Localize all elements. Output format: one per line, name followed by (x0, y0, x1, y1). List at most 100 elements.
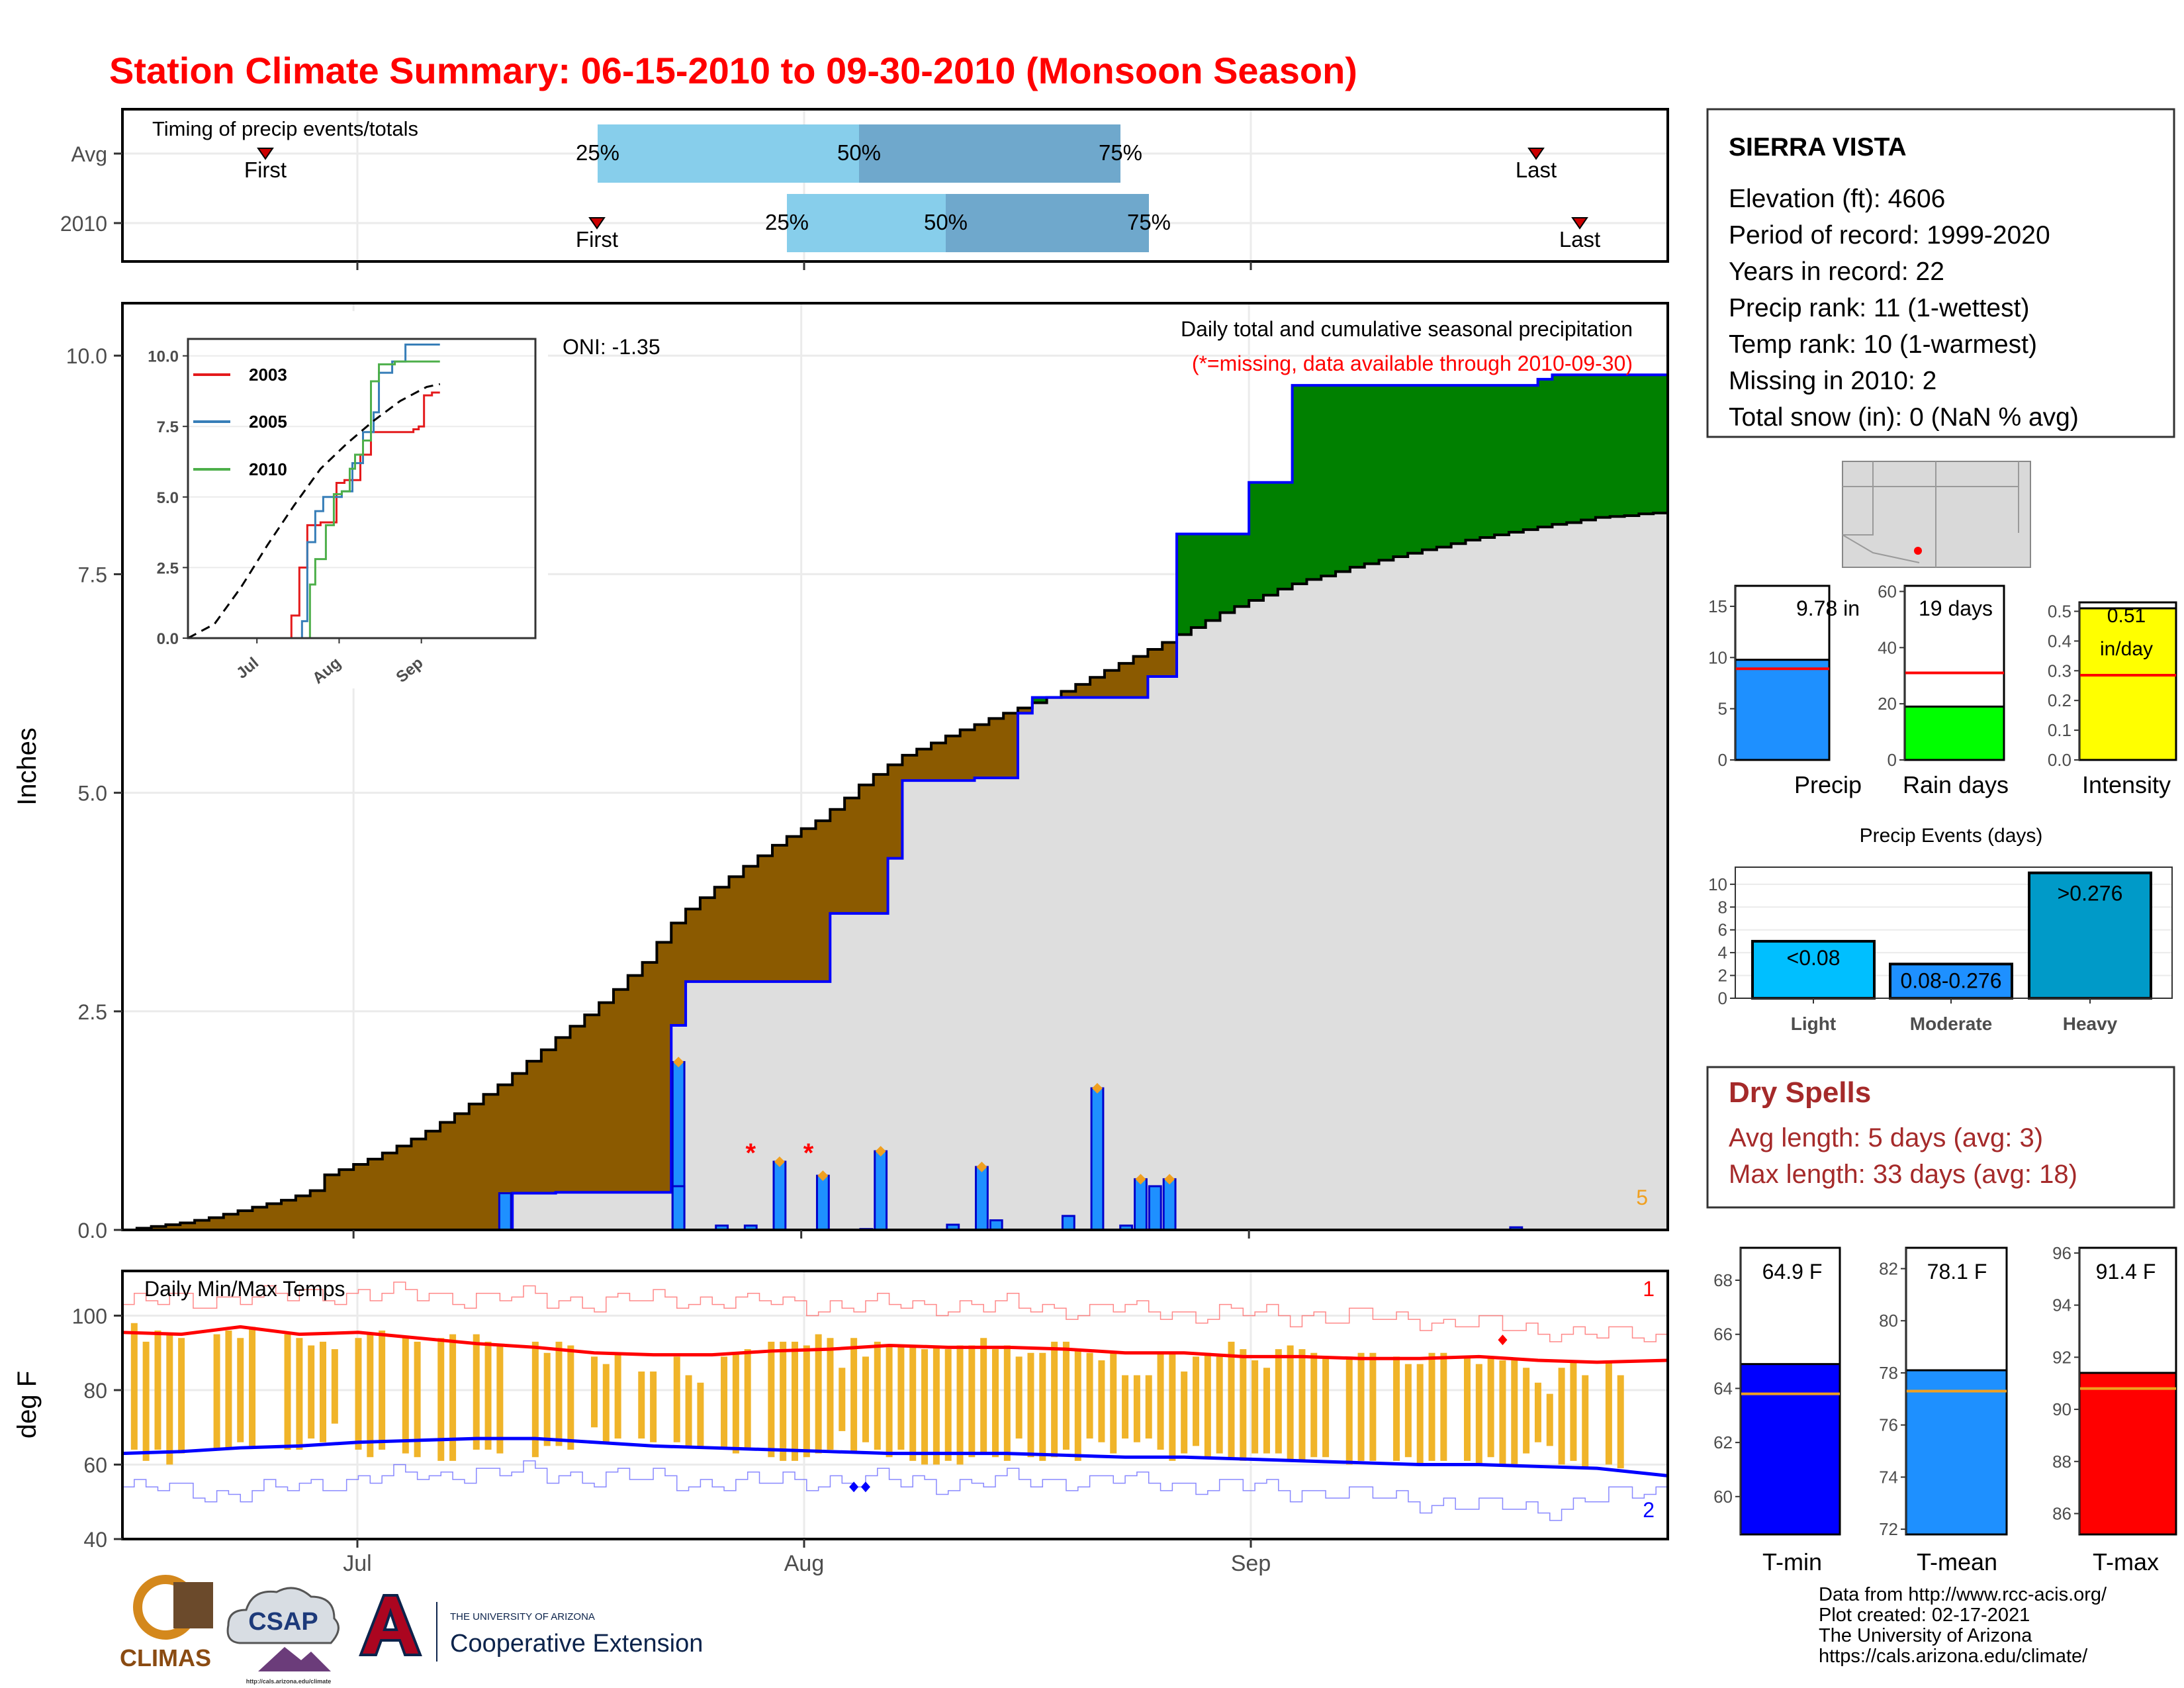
daily-precip-top-marker (1164, 1174, 1175, 1185)
daily-temp-range-bar (1193, 1356, 1200, 1446)
daily-temp-range-bar (1440, 1352, 1447, 1461)
station-period: Period of record: 1999-2020 (1729, 221, 2050, 250)
record-markers (849, 1335, 1508, 1493)
daily-temp-range-bar (1074, 1349, 1081, 1461)
daily-temp-range-bar (1204, 1352, 1211, 1458)
seasonal-bar-charts: 0 5 10 15 0 20 40 60 0.0 0.1 0.2 0.3 0.4 0.5 Precip 9.7… (1708, 581, 2177, 798)
daily-temp-range-bar (1181, 1371, 1188, 1454)
inset-legend: 2003 2005 2010 (193, 365, 287, 479)
inset-gridlines (188, 355, 535, 569)
daily-temp-range-bar (1169, 1352, 1176, 1461)
rain-days-mini-bar (1903, 705, 2005, 761)
daily-temp-range-bar (531, 1341, 539, 1458)
station-name: SIERRA VISTA (1729, 133, 1907, 162)
daily-temp-range-bar (213, 1334, 220, 1450)
temp-y-tick-label: 40 (83, 1528, 107, 1552)
precip-mini-tick-label: 5 (1718, 699, 1727, 719)
station-precip-rank: Precip rank: 11 (1-wettest) (1729, 294, 2029, 322)
daily-temp-range-bar (1122, 1375, 1129, 1439)
station-elevation: Elevation (ft): 4606 (1729, 185, 1945, 213)
daily-temp-range-bar (355, 1338, 362, 1450)
daily-precip-bars (498, 1056, 1524, 1231)
precip-mini-bar (1734, 659, 1831, 761)
precip-mini-tick-label: 15 (1708, 596, 1727, 616)
events-bar-light (1751, 939, 1876, 1000)
daily-precip-bar (1090, 1087, 1105, 1231)
daily-temp-range-bar (1357, 1352, 1365, 1461)
daily-precip-top-marker (875, 1146, 886, 1157)
events-title: Precip Events (days) (1860, 825, 2043, 847)
daily-temp-range-bar (1039, 1352, 1046, 1461)
daily-temp-range-bar (1570, 1360, 1577, 1461)
timing-panel: Timing of precip events/totals 25% 50% 7… (60, 108, 1669, 270)
temperature-bar-charts: 60 62 64 66 68 72 74 76 78 80 82 86 88 90 92 94 96 T-min 6… (1713, 1243, 2177, 1575)
tmin-bar-value: 64.9 F (1762, 1260, 1823, 1284)
precip-y-tick-label: 0.0 (78, 1219, 107, 1243)
events-tick-label: 4 (1718, 943, 1727, 962)
dry-spells-title: Dry Spells (1729, 1076, 1871, 1109)
station-missing: Missing in 2010: 2 (1729, 367, 1936, 395)
daily-temp-range-bar (449, 1334, 457, 1461)
legend-2003-label: 2003 (249, 365, 287, 385)
daily-temp-range-bar (1463, 1356, 1471, 1461)
events-tick-label: 8 (1718, 897, 1727, 917)
tmean-mini-tick-label: 82 (1879, 1258, 1898, 1278)
dry-spells-max: Max length: 33 days (avg: 18) (1729, 1160, 2077, 1189)
map-state-borders (1842, 461, 2019, 567)
daily-temp-range-bar (130, 1323, 138, 1450)
daily-precip-bar (815, 1174, 830, 1231)
daily-temp-range-bar (1310, 1352, 1318, 1458)
daily-temp-range-bar (886, 1345, 893, 1458)
climas-logo: CLIMAS (120, 1575, 213, 1671)
daily-precip-top-marker (817, 1170, 829, 1182)
daily-precip-top-marker (1135, 1174, 1146, 1185)
precip-y-tick-label: 7.5 (78, 563, 107, 586)
csap-logo-cloud (226, 1587, 340, 1644)
normal-cumulative-fill (122, 512, 1668, 1230)
record-min-marker (860, 1481, 870, 1493)
x-tick-label-sep: Sep (1231, 1551, 1271, 1576)
avg-q75-label: 75% (1099, 140, 1142, 165)
daily-temp-range-bar (1428, 1352, 1435, 1461)
daily-temp-range-bar (944, 1349, 952, 1461)
tmean-bar-label: T-mean (1917, 1548, 1997, 1575)
daily-temp-range-bar (791, 1341, 798, 1461)
daily-temp-range-bar (1582, 1375, 1589, 1469)
daily-temp-range-bar (1499, 1360, 1506, 1465)
temp-gridlines (122, 1271, 1668, 1540)
temp-y-axis-title: deg F (13, 1371, 42, 1438)
avg-q25-label: 25% (576, 140, 619, 165)
daily-precip-bar (772, 1160, 787, 1231)
daily-temp-range-bar (414, 1341, 421, 1458)
precip-y-tick-label: 10.0 (66, 344, 107, 368)
precip-panel-note: (*=missing, data available through 2010-… (1192, 352, 1633, 375)
ua-org-text: THE UNIVERSITY OF ARIZONA (450, 1611, 595, 1622)
daily-precip-bar (671, 1185, 686, 1231)
daily-temp-range-bar (992, 1349, 999, 1458)
ua-logo: THE UNIVERSITY OF ARIZONA Cooperative Ex… (359, 1594, 703, 1662)
daily-temp-range-bar (496, 1345, 504, 1454)
tmean-bar-value: 78.1 F (1927, 1260, 1987, 1284)
events-category-moderate: Moderate (1910, 1013, 1992, 1034)
daily-precip-bar (1061, 1215, 1075, 1231)
station-years: Years in record: 22 (1729, 258, 1944, 286)
daily-temp-range-bar (1015, 1356, 1023, 1439)
daily-temp-range-bar (1003, 1345, 1011, 1461)
temp-frame (121, 1270, 1669, 1540)
footer-line-data-source: Data from http://www.rcc-acis.org/ (1819, 1584, 2107, 1605)
daily-precip-top-marker (1092, 1083, 1103, 1094)
daily-temp-range-bar (543, 1352, 551, 1446)
events-bar-label: <0.08 (1787, 946, 1841, 970)
daily-temp-range-bar (567, 1345, 574, 1450)
daily-temp-range-bar (1098, 1360, 1105, 1442)
precip-y-axis: 0.0 2.5 5.0 7.5 10.0 (66, 344, 1250, 1243)
avg-last-marker (1527, 148, 1545, 160)
avg-iqr-high-bar (859, 124, 1120, 183)
intensity-mini-tick-label: 0.3 (2048, 661, 2071, 680)
daily-temp-range-bar (402, 1338, 409, 1454)
daily-temp-range-bar (1251, 1360, 1259, 1454)
events-tick-label: 0 (1718, 988, 1727, 1008)
daily-precip-top-marker (976, 1161, 987, 1172)
events-tick-label: 2 (1718, 966, 1727, 986)
tmax-mini-tick-label: 86 (2052, 1504, 2071, 1524)
